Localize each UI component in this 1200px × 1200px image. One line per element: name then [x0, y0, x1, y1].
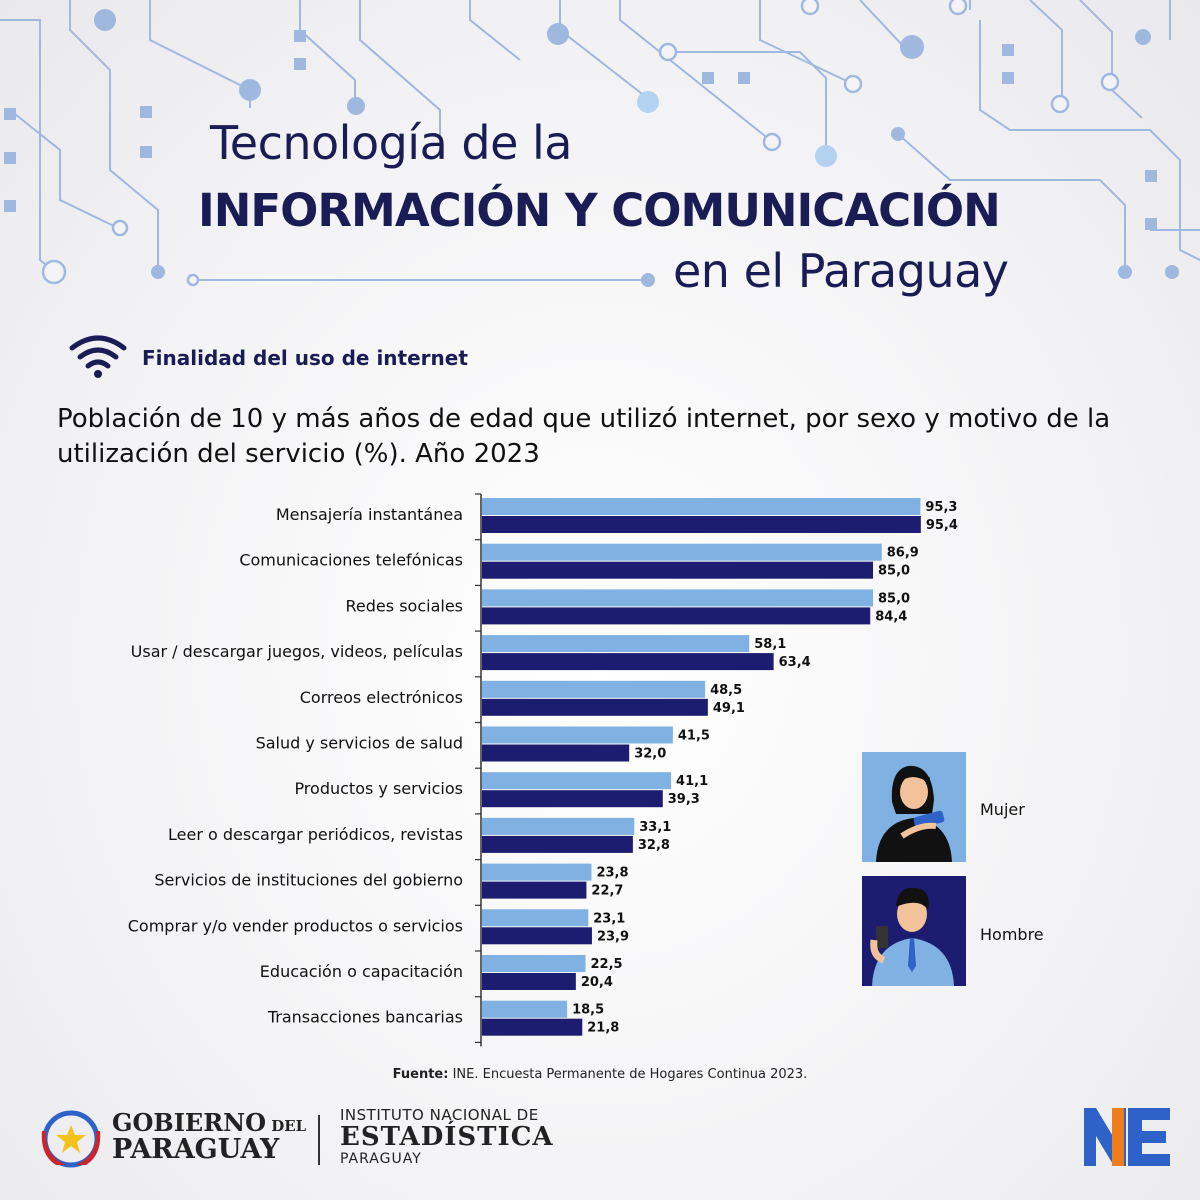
- data-label: 33,1: [639, 820, 671, 835]
- bar-hombre: [482, 744, 630, 762]
- bar-mujer: [482, 726, 673, 744]
- source-label: Fuente:: [392, 1067, 449, 1082]
- circuit-decoration: [0, 0, 1200, 287]
- bar-mujer: [482, 817, 635, 835]
- data-label: 85,0: [878, 591, 910, 606]
- category-label: Educación o capacitación: [260, 962, 463, 981]
- ine-logo: [1084, 1108, 1170, 1166]
- category-label: Usar / descargar juegos, videos, películ…: [131, 642, 463, 661]
- data-label: 95,4: [926, 518, 958, 533]
- legend-swatch-hombre: [862, 876, 966, 986]
- data-label: 23,1: [593, 911, 625, 926]
- data-label: 23,8: [596, 866, 628, 881]
- bar-hombre: [482, 973, 576, 990]
- footer-divider: [318, 1115, 320, 1165]
- legend-label-mujer: Mujer: [980, 800, 1025, 819]
- bar-hombre: [482, 835, 633, 853]
- bar-mujer: [482, 589, 873, 607]
- bar-mujer: [482, 955, 586, 972]
- category-label: Redes sociales: [346, 596, 463, 615]
- title-line-3: en el Paraguay: [673, 244, 1009, 298]
- legend-swatch-mujer: [862, 752, 966, 862]
- bar-hombre: [482, 561, 873, 579]
- category-label: Comprar y/o vender productos o servicios: [128, 916, 463, 935]
- data-label: 22,7: [591, 884, 623, 899]
- gov-seal-icon: [41, 1110, 101, 1168]
- ine-name-line3: PARAGUAY: [340, 1151, 422, 1167]
- data-label: 32,8: [638, 838, 670, 853]
- data-label: 86,9: [887, 546, 919, 561]
- bar-hombre: [482, 698, 708, 716]
- category-label: Servicios de instituciones del gobierno: [154, 871, 463, 890]
- category-label: Productos y servicios: [294, 779, 463, 798]
- bar-mujer: [482, 1000, 568, 1018]
- ine-name-line1: INSTITUTO NACIONAL DE: [340, 1106, 539, 1124]
- data-label: 22,5: [591, 957, 623, 972]
- bar-mujer: [482, 498, 921, 515]
- data-label: 85,0: [878, 564, 910, 579]
- bar-hombre: [482, 927, 592, 945]
- category-label: Comunicaciones telefónicas: [239, 551, 463, 570]
- gov-word-small: DEL: [266, 1117, 307, 1135]
- bar-mujer: [482, 680, 706, 698]
- bar-hombre: [482, 790, 663, 808]
- legend-label-hombre: Hombre: [980, 925, 1044, 944]
- bar-hombre: [482, 1018, 583, 1036]
- bar-mujer: [482, 909, 589, 927]
- bar-hombre: [482, 516, 921, 533]
- data-label: 18,5: [572, 1003, 604, 1018]
- bar-hombre: [482, 881, 587, 899]
- data-label: 48,5: [710, 683, 742, 698]
- data-label: 84,4: [875, 609, 907, 624]
- data-label: 41,1: [676, 774, 708, 789]
- chart-title: Población de 10 y más años de edad que u…: [57, 404, 1111, 469]
- data-label: 41,5: [678, 729, 710, 744]
- woman-icon: [876, 765, 952, 862]
- bar-mujer: [482, 772, 672, 790]
- bar-hombre: [482, 653, 774, 671]
- man-icon: [870, 887, 954, 986]
- bar-mujer: [482, 635, 750, 653]
- title-line-1: Tecnología de la: [210, 116, 572, 170]
- source-note: Fuente: INE. Encuesta Permanente de Hoga…: [0, 1067, 1200, 1082]
- data-label: 23,9: [597, 929, 629, 944]
- gov-name-line1: GOBIERNO DEL: [112, 1108, 306, 1137]
- data-label: 95,3: [925, 500, 957, 515]
- title-line-2: INFORMACIÓN Y COMUNICACIÓN: [198, 184, 1001, 237]
- data-label: 39,3: [668, 792, 700, 807]
- data-label: 20,4: [581, 975, 613, 990]
- bar-chart: Mensajería instantánea 95,3 95,4 Comunicaci…: [128, 493, 958, 1047]
- category-label: Salud y servicios de salud: [256, 734, 463, 753]
- gov-word: GOBIERNO: [112, 1108, 266, 1137]
- source-text: INE. Encuesta Permanente de Hogares Cont…: [448, 1067, 808, 1082]
- bar-hombre: [482, 607, 871, 625]
- data-label: 58,1: [754, 637, 786, 652]
- bar-mujer: [482, 543, 882, 561]
- gov-name-line2: PARAGUAY: [112, 1134, 280, 1165]
- category-label: Transacciones bancarias: [267, 1008, 463, 1027]
- bar-mujer: [482, 863, 592, 881]
- data-label: 63,4: [779, 655, 811, 670]
- ine-name-line2: ESTADÍSTICA: [340, 1122, 554, 1152]
- data-label: 32,0: [634, 747, 666, 762]
- section-label: Finalidad del uso de internet: [142, 346, 468, 370]
- data-label: 21,8: [587, 1021, 619, 1036]
- category-label: Leer o descargar periódicos, revistas: [168, 825, 463, 844]
- data-label: 49,1: [713, 701, 745, 716]
- wifi-icon: [69, 335, 127, 378]
- category-label: Correos electrónicos: [300, 688, 463, 707]
- category-label: Mensajería instantánea: [276, 505, 463, 524]
